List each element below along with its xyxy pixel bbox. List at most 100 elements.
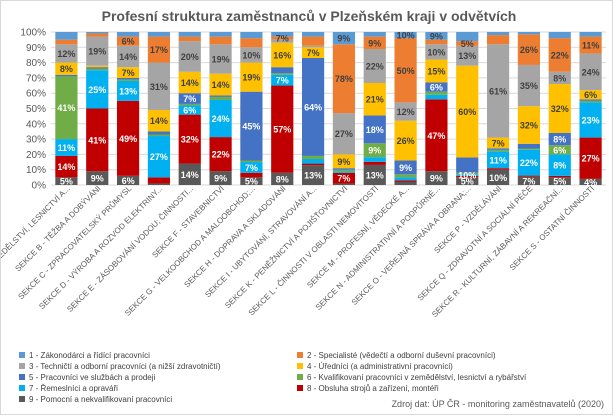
bar-segment (301, 58, 325, 156)
bar-segment (240, 177, 263, 185)
bar-segment (363, 115, 386, 144)
bar-segment (332, 169, 356, 172)
bar-segment (116, 79, 140, 81)
bar-segment (240, 62, 263, 92)
bar-segment (116, 45, 140, 68)
data-label: 9% (430, 31, 443, 41)
bar-segment (486, 169, 510, 185)
data-label: 6% (430, 83, 443, 93)
data-label: 57% (273, 125, 291, 135)
bar-segment (486, 137, 510, 149)
bar-segment (55, 39, 78, 45)
data-label: 9% (91, 174, 104, 184)
bar-segment (147, 136, 171, 178)
data-label: 13% (304, 171, 322, 181)
bar-segment (517, 143, 541, 149)
bar-segment (517, 64, 541, 107)
bar-segment (486, 32, 510, 36)
bar-segment (517, 176, 541, 185)
bar-segment (301, 47, 325, 59)
y-tick-label: 70% (26, 73, 46, 84)
data-label: 5% (60, 177, 73, 187)
data-label: 13% (119, 86, 137, 96)
bar-segment (548, 71, 571, 85)
bar-segment (116, 80, 140, 101)
legend-swatch (297, 352, 303, 358)
legend-item: 1 - Zákonodárci a řídící pracovníci (29, 351, 150, 360)
data-label: 78% (335, 74, 353, 84)
data-label: 6% (122, 176, 135, 186)
legend-swatch (19, 396, 25, 402)
y-tick-label: 60% (26, 89, 46, 100)
data-label: 41% (57, 103, 75, 113)
bar-segment (579, 36, 602, 54)
data-label: 20% (181, 52, 199, 62)
bar-segment (240, 160, 263, 163)
gridlines (51, 31, 606, 186)
bar-segment (55, 139, 78, 156)
bar-segment (178, 32, 201, 37)
data-label: 5% (553, 177, 566, 187)
bar-segment (209, 44, 232, 74)
bar-segment (579, 102, 602, 138)
bar-segment (86, 65, 109, 68)
bar-segment (209, 32, 232, 37)
bar-segment (425, 59, 448, 83)
bar-segment (394, 174, 417, 178)
bar-segment (579, 178, 602, 185)
bar-segment (456, 172, 479, 175)
y-tick-label: 40% (26, 119, 46, 130)
bar-segment (517, 175, 541, 177)
data-label: 7% (276, 76, 289, 86)
bar-segment (363, 83, 386, 116)
data-label: 14% (119, 52, 137, 62)
bar-segment (178, 103, 201, 106)
data-label: 10% (458, 171, 476, 181)
y-tick-label: 90% (26, 43, 46, 54)
bar-segment (240, 47, 263, 63)
bars (55, 32, 602, 185)
data-label: 5% (245, 177, 258, 187)
legend-item: 8 - Obsluha strojů a zařízení, montéři (307, 384, 439, 393)
y-tick-label: 20% (26, 150, 46, 161)
bar-segment (363, 32, 386, 37)
bar-segment (147, 183, 171, 185)
bar-segment (147, 110, 171, 132)
bar-segment (86, 32, 109, 34)
bar-segment (579, 99, 602, 101)
data-label: 14% (181, 78, 199, 88)
data-label: 61% (489, 86, 507, 96)
data-label: 8% (553, 73, 566, 83)
bar-segment (394, 180, 417, 182)
data-label: 32% (551, 104, 569, 114)
bar-segment (548, 177, 571, 185)
bar-segment (579, 90, 602, 100)
data-label: 8% (553, 161, 566, 171)
data-label: 11% (58, 143, 76, 153)
y-tick-label: 0% (32, 181, 47, 192)
data-label: 9% (337, 157, 350, 167)
bar-segment (456, 175, 479, 178)
data-label: 22% (520, 158, 538, 168)
x-tick-label: SEKCE C - ZPRACOVATELSKÝ PRŮMYSL (16, 184, 134, 302)
bar-segment (363, 49, 386, 83)
bar-segment (271, 67, 294, 74)
legend-item: 3 - Techničtí a odborní pracovníci (a ni… (29, 362, 221, 371)
data-label: 7% (183, 94, 196, 104)
bar-segment (271, 42, 294, 68)
data-label: 24% (582, 67, 600, 77)
bar-segment (271, 32, 294, 37)
bar-segment (425, 94, 448, 100)
bar-segment (363, 157, 386, 162)
data-label: 14% (57, 162, 75, 172)
bar-segment (332, 44, 356, 114)
bar-segment (394, 177, 417, 181)
bar-segment (332, 171, 356, 173)
bar-segment (301, 36, 325, 46)
data-label: 8% (60, 64, 73, 74)
bar-segment (147, 36, 171, 63)
y-tick-label: 50% (26, 104, 46, 115)
data-label: 6% (183, 106, 196, 116)
